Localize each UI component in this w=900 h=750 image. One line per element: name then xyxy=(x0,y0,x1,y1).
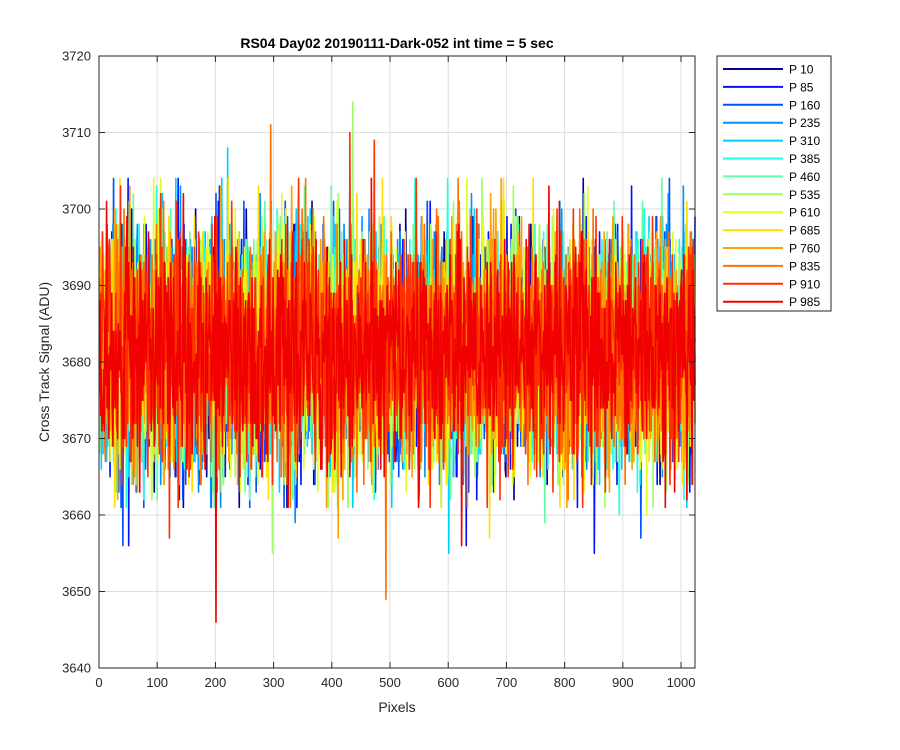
chart-title: RS04 Day02 20190111-Dark-052 int time = … xyxy=(240,35,553,51)
axis-ticks xyxy=(98,55,695,669)
x-tick-label: 600 xyxy=(437,675,459,690)
legend-label: P 610 xyxy=(789,206,820,220)
series-line-p-985 xyxy=(98,177,696,623)
y-tick-label: 3670 xyxy=(62,431,91,446)
y-tick-label: 3690 xyxy=(62,278,91,293)
legend-label: P 760 xyxy=(789,242,820,256)
y-tick-label: 3660 xyxy=(62,508,91,523)
legend-label: P 310 xyxy=(789,134,820,148)
x-tick-label: 900 xyxy=(612,675,634,690)
legend-label: P 385 xyxy=(789,152,820,166)
x-axis-label: Pixels xyxy=(378,699,415,715)
x-tick-label: 800 xyxy=(554,675,576,690)
y-tick-label: 3720 xyxy=(62,49,91,64)
x-tick-label: 100 xyxy=(146,675,168,690)
x-tick-label: 0 xyxy=(95,675,102,690)
legend-label: P 835 xyxy=(789,259,820,273)
legend: P 10 P 85 P 160 P 235 P 310 P 385 P 460 P 535 P … xyxy=(716,55,832,312)
x-tick-label: 1000 xyxy=(667,675,696,690)
y-axis-label: Cross Track Signal (ADU) xyxy=(36,282,52,442)
x-tick-label: 500 xyxy=(379,675,401,690)
x-tick-label: 400 xyxy=(321,675,343,690)
data-lines xyxy=(98,101,696,623)
legend-entries: P 10 P 85 P 160 P 235 P 310 P 385 P 460 P 535 P … xyxy=(723,63,820,309)
legend-label: P 910 xyxy=(789,277,820,291)
legend-label: P 460 xyxy=(789,170,820,184)
legend-label: P 85 xyxy=(789,80,814,94)
legend-label: P 160 xyxy=(789,98,820,112)
y-tick-label: 3650 xyxy=(62,584,91,599)
legend-box xyxy=(716,55,832,312)
x-tick-label: 300 xyxy=(263,675,285,690)
legend-label: P 985 xyxy=(789,295,820,309)
y-tick-labels: 3640 3650 3660 3670 3680 3690 3700 3710 3720 xyxy=(62,49,91,676)
y-tick-label: 3680 xyxy=(62,355,91,370)
y-tick-label: 3640 xyxy=(62,661,91,676)
legend-label: P 235 xyxy=(789,116,820,130)
legend-label: P 10 xyxy=(789,63,814,77)
legend-label: P 535 xyxy=(789,188,820,202)
y-tick-label: 3700 xyxy=(62,202,91,217)
y-tick-label: 3710 xyxy=(62,125,91,140)
x-tick-labels: 0 100 200 300 400 500 600 700 800 900 1000 xyxy=(95,675,695,690)
x-tick-label: 200 xyxy=(205,675,227,690)
legend-label: P 685 xyxy=(789,224,820,238)
x-tick-label: 700 xyxy=(496,675,518,690)
